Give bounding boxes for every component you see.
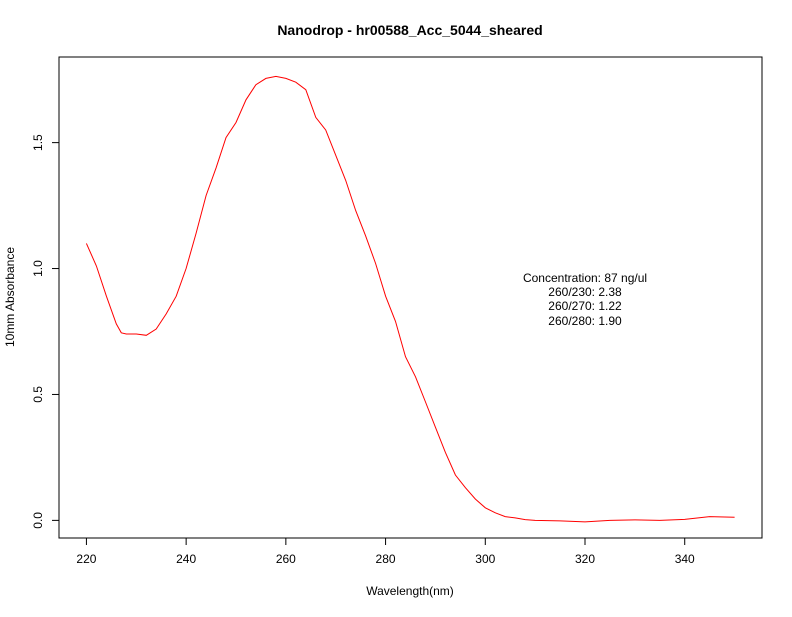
plot-frame	[58, 56, 763, 539]
x-tick-label: 340	[675, 552, 695, 566]
x-tick-label: 240	[176, 552, 196, 566]
annotation-block: Concentration: 87 ng/ul 260/230: 2.38 26…	[523, 271, 647, 328]
x-tick-label: 280	[376, 552, 396, 566]
annotation-260-270: 260/270: 1.22	[548, 299, 622, 313]
y-tick-label: 1.0	[31, 260, 45, 277]
y-tick-label: 0.0	[31, 512, 45, 529]
x-axis-label: Wavelength(nm)	[366, 584, 454, 598]
x-tick-label: 260	[276, 552, 296, 566]
annotation-260-280: 260/280: 1.90	[548, 314, 622, 328]
x-tick-label: 300	[475, 552, 495, 566]
x-tick-label: 220	[76, 552, 96, 566]
y-tick-label: 0.5	[31, 386, 45, 403]
annotation-260-230: 260/230: 2.38	[548, 285, 622, 299]
y-axis: 0.0 0.5 1.0 1.5	[31, 134, 59, 529]
x-tick-label: 320	[575, 552, 595, 566]
absorbance-line	[85, 75, 735, 523]
y-tick-label: 1.5	[31, 134, 45, 151]
chart-title: Nanodrop - hr00588_Acc_5044_sheared	[277, 22, 542, 38]
x-axis: 220 240 260 280 300 320 340	[76, 537, 695, 566]
annotation-concentration: Concentration: 87 ng/ul	[523, 271, 647, 285]
y-axis-label: 10mm Absorbance	[3, 247, 17, 347]
